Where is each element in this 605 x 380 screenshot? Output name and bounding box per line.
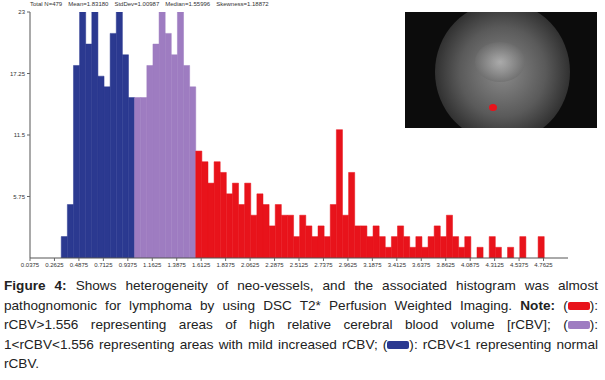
svg-text:3.6375: 3.6375 <box>412 262 431 268</box>
svg-text:2.5125: 2.5125 <box>290 262 309 268</box>
svg-text:1.8375: 1.8375 <box>216 262 235 268</box>
svg-text:23: 23 <box>18 9 25 15</box>
svg-text:0.0375: 0.0375 <box>21 262 40 268</box>
svg-text:4.7625: 4.7625 <box>534 262 553 268</box>
html-text:): rCBV<1 representing normal: ): rCBV<1 representing normal rCBV. <box>4 336 598 371</box>
html-text:Figure 4:: Figure 4: <box>4 278 67 293</box>
svg-text:0.4875: 0.4875 <box>70 262 89 268</box>
svg-text:0.7125: 0.7125 <box>94 262 113 268</box>
html-text:Note:: Note: <box>520 297 555 313</box>
svg-text:4.0875: 4.0875 <box>461 262 480 268</box>
html-text:Skewness=1.18872: Skewness=1.18872 <box>216 1 269 7</box>
svg-text:0.9375: 0.9375 <box>119 262 138 268</box>
html-text:rCBV>1.556 representing areas: rCBV>1.556 representing areas of high re… <box>4 317 551 332</box>
svg-text:2.0625: 2.0625 <box>241 262 260 268</box>
svg-text:5.75: 5.75 <box>13 194 25 200</box>
svg-text:1.1625: 1.1625 <box>143 262 162 268</box>
html-text:1<rCBV<1.556 representing area: 1<rCBV<1.556 representing areas with mil… <box>4 336 388 352</box>
svg-text:11.5: 11.5 <box>14 132 26 138</box>
svg-text:2.9625: 2.9625 <box>339 262 358 268</box>
svg-text:0.2625: 0.2625 <box>45 262 64 268</box>
html-text:Total N=479: Total N=479 <box>30 1 63 7</box>
svg-text:2.2875: 2.2875 <box>265 262 284 268</box>
svg-text:4.3125: 4.3125 <box>485 262 504 268</box>
svg-text:2.7375: 2.7375 <box>314 262 333 268</box>
svg-text:4.5375: 4.5375 <box>510 262 529 268</box>
svg-text:1.3875: 1.3875 <box>168 262 187 268</box>
html-text:Mean=1.83180: Mean=1.83180 <box>68 1 109 7</box>
svg-text:17.25: 17.25 <box>10 71 26 77</box>
html-text:Median=1.55996: Median=1.55996 <box>165 1 211 7</box>
html-text:StdDev=1.00987: StdDev=1.00987 <box>114 1 160 7</box>
svg-text:3.4125: 3.4125 <box>388 262 407 268</box>
svg-text:3.8625: 3.8625 <box>437 262 456 268</box>
html-text:Shows heterogeneity of neo-ves: Shows heterogeneity of neo-vessels, and … <box>4 278 598 313</box>
svg-text:3.1875: 3.1875 <box>363 262 382 268</box>
svg-text:1.6125: 1.6125 <box>192 262 211 268</box>
